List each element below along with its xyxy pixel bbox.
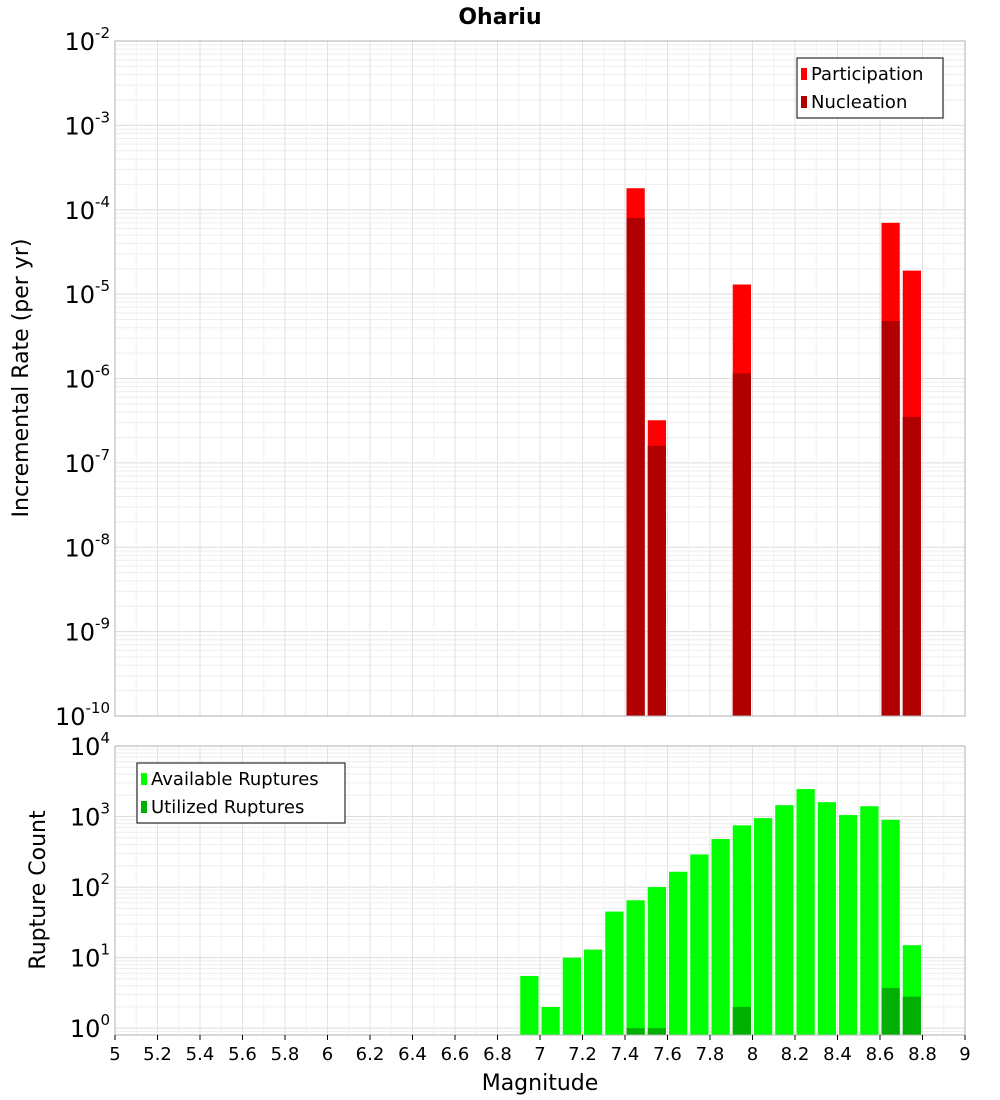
count-legend-swatch [141,801,147,813]
count-legend-label: Utilized Ruptures [151,797,304,818]
x-tick-label: 7.4 [611,1044,640,1065]
x-tick-label: 7 [534,1044,545,1065]
count-bar-utilized-ruptures [647,1028,666,1035]
x-tick-label: 5.6 [228,1044,257,1065]
bottom-y-axis-title: Rupture Count [26,810,51,970]
count-bar-available-ruptures [647,887,666,1035]
count-bar-available-ruptures [520,975,539,1035]
x-tick-label: 6.4 [398,1044,427,1065]
x-tick-label: 5.2 [143,1044,172,1065]
count-bar-utilized-ruptures [626,1028,645,1035]
count-y-tick-label: 101 [70,941,110,973]
x-tick-label: 7.2 [568,1044,597,1065]
count-bar-available-ruptures [669,871,688,1035]
count-bar-available-ruptures [690,854,709,1035]
top-y-axis-title: Incremental Rate (per yr) [9,239,34,518]
x-tick-label: 6 [322,1044,333,1065]
rate-bar-nucleation [647,445,666,716]
rate-legend-swatch [801,96,807,108]
x-tick-label: 6.8 [483,1044,512,1065]
x-tick-label: 8 [747,1044,758,1065]
count-bar-available-ruptures [584,949,603,1035]
x-tick-label: 8.8 [908,1044,937,1065]
count-y-tick-label: 102 [70,870,110,902]
rate-y-tick-label: 10-7 [64,446,110,478]
rate-grid [114,41,966,717]
count-bar-available-ruptures [562,957,581,1035]
rate-legend: Participation Nucleation [796,57,944,119]
count-legend-label: Available Ruptures [151,769,319,790]
x-tick-label: 6.2 [356,1044,385,1065]
x-tick-label: 8.2 [781,1044,810,1065]
rate-bar-nucleation [732,373,751,716]
rate-y-tick-label: 10-2 [64,24,110,56]
count-bar-utilized-ruptures [902,996,921,1035]
rate-bar-nucleation [881,321,900,716]
rate-bar-nucleation [902,416,921,716]
count-y-tick-label: 104 [70,729,110,761]
rupture-count-panel: 100 101 102 103 104 5 5.2 5.4 5.6 5.8 6 6.2 6.4 6.6 6.… [70,729,971,1065]
x-tick-label: 5.4 [186,1044,215,1065]
count-bar-available-ruptures [817,802,836,1035]
count-bar-available-ruptures [796,789,815,1035]
x-axis-title: Magnitude [482,1071,599,1096]
count-bar-available-ruptures [711,839,730,1035]
x-tick-label: 5.8 [271,1044,300,1065]
rate-y-tick-label: 10-4 [64,193,110,225]
count-bar-available-ruptures [754,818,773,1035]
count-bar-utilized-ruptures [732,1006,751,1035]
count-y-ticks: 100 101 102 103 104 [70,729,110,1043]
count-bar-available-ruptures [732,825,751,1035]
rate-bars [626,188,921,717]
count-y-tick-label: 100 [70,1011,110,1043]
count-bar-utilized-ruptures [881,988,900,1035]
count-bar-available-ruptures [626,900,645,1035]
x-tick-label: 6.6 [441,1044,470,1065]
x-tick-label: 9 [959,1044,970,1065]
rate-y-tick-label: 10-6 [64,362,110,394]
x-tick-label: 7.6 [653,1044,682,1065]
chart-title: Ohariu [458,5,541,30]
rate-y-tick-label: 10-9 [64,615,110,647]
x-tick-label: 8.4 [823,1044,852,1065]
count-x-ticks: 5 5.2 5.4 5.6 5.8 6 6.2 6.4 6.6 6.8 7 7.2 7.4 7.6 7.8 8… [109,1035,971,1065]
rate-legend-box [796,57,944,119]
count-bar-available-ruptures [860,806,879,1035]
rate-y-tick-label: 10-5 [64,277,110,309]
count-legend-swatch [141,773,147,785]
x-tick-label: 5 [109,1044,120,1065]
rate-y-tick-label: 10-8 [64,530,110,562]
rate-plot-frame [114,40,966,717]
count-bar-available-ruptures [775,805,794,1035]
count-bar-available-ruptures [541,1006,560,1035]
count-y-tick-label: 103 [70,800,110,832]
rate-legend-swatch [801,68,807,80]
count-legend: Available Ruptures Utilized Ruptures [136,762,346,824]
rate-bar-nucleation [626,217,645,716]
rate-y-ticks: 10-10 10-9 10-8 10-7 10-6 10-5 10-4 10-3 10-2 [55,24,110,731]
count-bar-available-ruptures [605,911,624,1035]
count-legend-box [136,762,346,824]
rate-y-tick-label: 10-10 [55,699,110,731]
count-bar-available-ruptures [881,819,900,1035]
x-tick-label: 8.6 [866,1044,895,1065]
rate-legend-label: Nucleation [811,92,907,113]
rate-y-tick-label: 10-3 [64,108,110,140]
count-bar-available-ruptures [839,815,858,1035]
rate-legend-label: Participation [811,64,923,85]
x-tick-label: 7.8 [696,1044,725,1065]
count-bars [520,789,921,1035]
incremental-rate-panel: 10-10 10-9 10-8 10-7 10-6 10-5 10-4 10-3 10-2 Par… [55,24,966,731]
